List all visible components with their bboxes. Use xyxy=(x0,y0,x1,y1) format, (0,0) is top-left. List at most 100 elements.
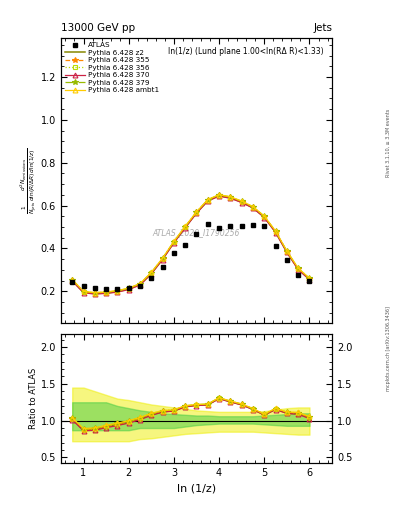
Text: ATLAS_2020_I1790256: ATLAS_2020_I1790256 xyxy=(153,228,240,237)
ATLAS xyxy=(228,223,233,229)
Pythia 6.428 379 xyxy=(262,213,266,219)
Pythia 6.428 ambt1 xyxy=(160,255,165,261)
Pythia 6.428 z2 xyxy=(285,249,289,255)
Pythia 6.428 379 xyxy=(228,194,233,200)
Pythia 6.428 370 xyxy=(273,229,278,236)
Pythia 6.428 ambt1 xyxy=(206,197,210,203)
Pythia 6.428 379 xyxy=(171,239,176,245)
Pythia 6.428 355 xyxy=(307,276,312,282)
Pythia 6.428 ambt1 xyxy=(183,223,187,229)
Pythia 6.428 379 xyxy=(217,192,222,198)
Pythia 6.428 z2 xyxy=(194,210,199,216)
ATLAS xyxy=(296,272,301,278)
Pythia 6.428 370 xyxy=(81,290,86,296)
Pythia 6.428 ambt1 xyxy=(285,248,289,254)
Pythia 6.428 z2 xyxy=(251,205,255,211)
Pythia 6.428 z2 xyxy=(206,198,210,204)
Pythia 6.428 z2 xyxy=(228,195,233,201)
Pythia 6.428 355 xyxy=(81,289,86,295)
Pythia 6.428 379 xyxy=(126,285,131,291)
Pythia 6.428 356 xyxy=(285,249,289,255)
ATLAS xyxy=(307,278,312,284)
Pythia 6.428 z2 xyxy=(92,291,97,297)
Pythia 6.428 379 xyxy=(239,198,244,204)
Pythia 6.428 ambt1 xyxy=(296,265,301,271)
Pythia 6.428 ambt1 xyxy=(149,269,154,275)
Pythia 6.428 z2 xyxy=(81,289,86,295)
Y-axis label: $\frac{1}{N_{jets}}\frac{d^2 N_{emissions}}{d\ln(R/\Delta R)\,d\ln(1/z)}$: $\frac{1}{N_{jets}}\frac{d^2 N_{emission… xyxy=(19,148,39,214)
Text: 13000 GeV pp: 13000 GeV pp xyxy=(61,23,135,33)
Pythia 6.428 356 xyxy=(70,278,75,284)
Pythia 6.428 379 xyxy=(273,228,278,234)
Pythia 6.428 379 xyxy=(194,209,199,215)
Pythia 6.428 355 xyxy=(138,281,142,287)
Pythia 6.428 355 xyxy=(160,255,165,262)
Pythia 6.428 355 xyxy=(206,197,210,203)
Pythia 6.428 356 xyxy=(92,291,97,297)
Pythia 6.428 355 xyxy=(70,277,75,283)
Pythia 6.428 ambt1 xyxy=(239,198,244,204)
Pythia 6.428 370 xyxy=(251,205,255,211)
Pythia 6.428 355 xyxy=(104,289,108,295)
ATLAS xyxy=(217,225,222,231)
ATLAS xyxy=(262,223,266,229)
Pythia 6.428 355 xyxy=(183,224,187,230)
Pythia 6.428 ambt1 xyxy=(307,275,312,281)
Pythia 6.428 355 xyxy=(115,288,120,294)
Pythia 6.428 355 xyxy=(228,195,233,201)
Pythia 6.428 370 xyxy=(239,200,244,206)
Pythia 6.428 z2 xyxy=(217,193,222,199)
Pythia 6.428 370 xyxy=(104,290,108,296)
Pythia 6.428 355 xyxy=(92,290,97,296)
Pythia 6.428 370 xyxy=(183,225,187,231)
Pythia 6.428 z2 xyxy=(149,270,154,276)
ATLAS xyxy=(138,283,142,289)
Pythia 6.428 379 xyxy=(92,290,97,296)
Pythia 6.428 ambt1 xyxy=(194,209,199,215)
Line: Pythia 6.428 z2: Pythia 6.428 z2 xyxy=(72,196,310,294)
ATLAS xyxy=(104,286,108,292)
Pythia 6.428 370 xyxy=(160,257,165,263)
Pythia 6.428 z2 xyxy=(126,286,131,292)
Pythia 6.428 ambt1 xyxy=(273,228,278,234)
Line: Pythia 6.428 355: Pythia 6.428 355 xyxy=(70,193,312,296)
Pythia 6.428 356 xyxy=(115,289,120,295)
Pythia 6.428 z2 xyxy=(104,290,108,296)
Pythia 6.428 370 xyxy=(138,282,142,288)
Pythia 6.428 379 xyxy=(104,289,108,295)
Pythia 6.428 379 xyxy=(307,275,312,282)
Y-axis label: Ratio to ATLAS: Ratio to ATLAS xyxy=(29,368,38,429)
ATLAS xyxy=(194,231,199,237)
Pythia 6.428 370 xyxy=(92,291,97,297)
ATLAS xyxy=(273,243,278,249)
Pythia 6.428 370 xyxy=(228,195,233,201)
Pythia 6.428 ambt1 xyxy=(228,194,233,200)
ATLAS xyxy=(160,264,165,270)
Pythia 6.428 ambt1 xyxy=(138,281,142,287)
Pythia 6.428 379 xyxy=(206,197,210,203)
Pythia 6.428 356 xyxy=(307,276,312,282)
ATLAS xyxy=(81,283,86,289)
ATLAS xyxy=(183,242,187,248)
Pythia 6.428 z2 xyxy=(183,224,187,230)
Pythia 6.428 356 xyxy=(126,286,131,292)
Pythia 6.428 z2 xyxy=(273,229,278,235)
Pythia 6.428 355 xyxy=(239,199,244,205)
Pythia 6.428 z2 xyxy=(115,289,120,295)
Pythia 6.428 379 xyxy=(296,265,301,271)
Line: Pythia 6.428 379: Pythia 6.428 379 xyxy=(70,192,312,295)
Pythia 6.428 370 xyxy=(285,249,289,255)
Text: mcplots.cern.ch [arXiv:1306.3436]: mcplots.cern.ch [arXiv:1306.3436] xyxy=(386,306,391,391)
Pythia 6.428 379 xyxy=(160,255,165,261)
Pythia 6.428 z2 xyxy=(307,276,312,282)
Pythia 6.428 355 xyxy=(251,204,255,210)
Pythia 6.428 z2 xyxy=(296,266,301,272)
Pythia 6.428 370 xyxy=(171,240,176,246)
Pythia 6.428 379 xyxy=(70,276,75,283)
Pythia 6.428 355 xyxy=(217,192,222,198)
Pythia 6.428 ambt1 xyxy=(92,289,97,295)
Pythia 6.428 356 xyxy=(104,290,108,296)
Pythia 6.428 z2 xyxy=(171,239,176,245)
Pythia 6.428 379 xyxy=(251,204,255,210)
Pythia 6.428 356 xyxy=(251,205,255,211)
